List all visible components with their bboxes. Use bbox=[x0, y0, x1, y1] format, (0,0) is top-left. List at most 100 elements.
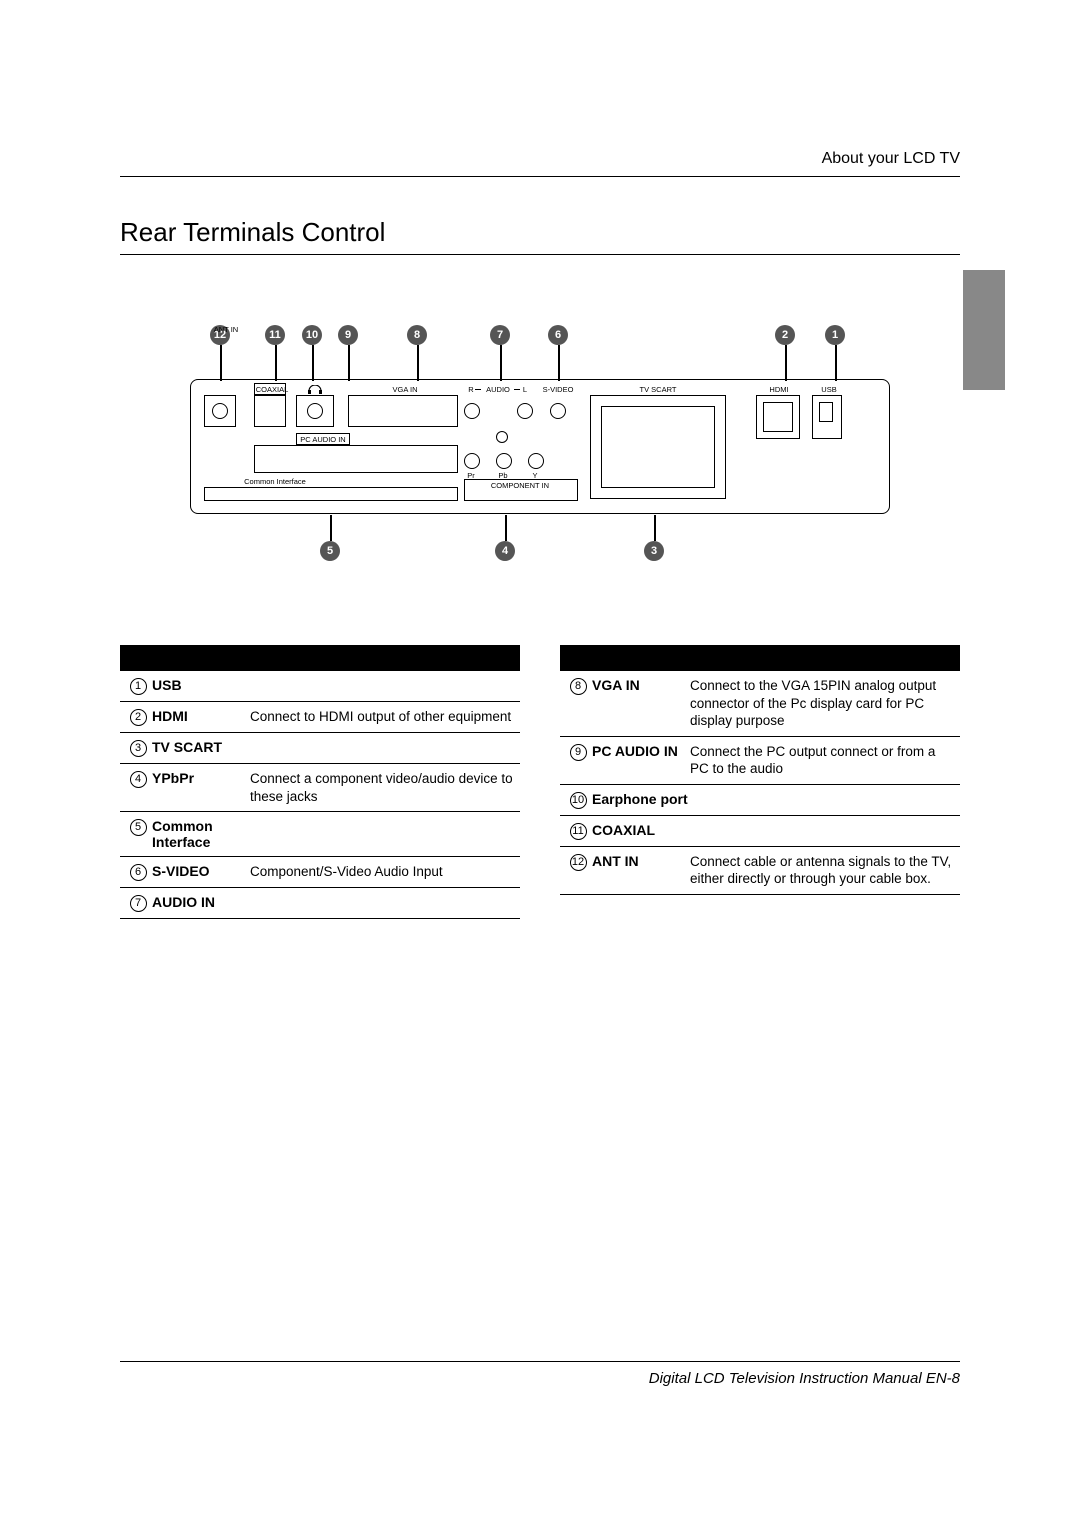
marker-10: 10 bbox=[302, 325, 322, 345]
leader-bottom-5 bbox=[330, 515, 332, 541]
row-name: PC AUDIO IN bbox=[592, 743, 690, 759]
label-ant-in: ANT IN bbox=[206, 325, 246, 334]
jack-audio-l bbox=[517, 403, 533, 419]
table-row: 2 HDMIConnect to HDMI output of other equ… bbox=[120, 702, 520, 733]
table-left-head bbox=[120, 645, 520, 671]
terminal-tables: 1 USB 2 HDMIConnect to HDMI output of other… bbox=[120, 645, 960, 919]
label-tv-scart: TV SCART bbox=[630, 385, 686, 394]
port-ant-in bbox=[204, 395, 236, 427]
table-right: 8 VGA INConnect to the VGA 15PIN analog o… bbox=[560, 645, 960, 919]
port-tv-scart bbox=[590, 395, 726, 499]
leader-top-10 bbox=[312, 345, 314, 381]
row-name: USB bbox=[152, 677, 250, 693]
row-number: 5 bbox=[130, 819, 147, 836]
table-row: 1 USB bbox=[120, 671, 520, 702]
label-component-in: COMPONENT IN bbox=[480, 481, 560, 490]
row-number: 11 bbox=[570, 823, 587, 840]
page-header: About your LCD TV bbox=[120, 150, 960, 177]
leader-top-2 bbox=[785, 345, 787, 381]
section-title: Rear Terminals Control bbox=[120, 217, 960, 255]
row-name: Earphone port bbox=[592, 791, 690, 807]
row-number: 9 bbox=[570, 744, 587, 761]
port-earphone bbox=[296, 395, 334, 427]
port-coaxial-frame bbox=[254, 383, 286, 395]
row-name: AUDIO IN bbox=[152, 894, 250, 910]
table-row: 4YPbPrConnect a component video/audio de… bbox=[120, 764, 520, 812]
row-name: ANT IN bbox=[592, 853, 690, 869]
marker-1: 1 bbox=[825, 325, 845, 345]
jack-pb bbox=[496, 453, 512, 469]
page-side-tab bbox=[963, 270, 1005, 390]
leader-top-7 bbox=[500, 345, 502, 381]
table-row: 6 S-VIDEOComponent/S-Video Audio Input bbox=[120, 857, 520, 888]
label-pc-audio-in: PC AUDIO IN bbox=[296, 435, 350, 444]
row-desc: Connect to the VGA 15PIN analog output c… bbox=[690, 677, 956, 730]
row-desc: Connect to HDMI output of other equipmen… bbox=[250, 708, 516, 726]
label-audio: AUDIO bbox=[480, 385, 516, 394]
jack-svideo bbox=[550, 403, 566, 419]
marker-4: 4 bbox=[495, 541, 515, 561]
table-row: 12 ANT INConnect cable or antenna signals… bbox=[560, 847, 960, 895]
leader-top-6 bbox=[558, 345, 560, 381]
marker-11: 11 bbox=[265, 325, 285, 345]
row-desc: Component/S-Video Audio Input bbox=[250, 863, 516, 881]
label-hdmi: HDMI bbox=[764, 385, 794, 394]
row-desc: Connect cable or antenna signals to the … bbox=[690, 853, 956, 888]
jack-y bbox=[528, 453, 544, 469]
table-row: 8 VGA INConnect to the VGA 15PIN analog o… bbox=[560, 671, 960, 737]
row-number: 7 bbox=[130, 895, 147, 912]
row-desc: Connect the PC output connect or from a … bbox=[690, 743, 956, 778]
row-number: 10 bbox=[570, 792, 587, 809]
page-footer: Digital LCD Television Instruction Manua… bbox=[120, 1361, 960, 1387]
row-name: VGA IN bbox=[592, 677, 690, 693]
leader-bottom-4 bbox=[505, 515, 507, 541]
row-number: 3 bbox=[130, 740, 147, 757]
leader-top-9 bbox=[348, 345, 350, 381]
table-row: 5 Common Interface bbox=[120, 812, 520, 857]
table-row: 3 TV SCART bbox=[120, 733, 520, 764]
leader-top-12 bbox=[220, 345, 222, 381]
label-usb: USB bbox=[814, 385, 844, 394]
row-desc: Connect a component video/audio device t… bbox=[250, 770, 516, 805]
marker-3: 3 bbox=[644, 541, 664, 561]
marker-8: 8 bbox=[407, 325, 427, 345]
row-number: 1 bbox=[130, 678, 147, 695]
label-l: L bbox=[520, 385, 530, 394]
jack-center bbox=[496, 431, 508, 443]
leader-top-11 bbox=[275, 345, 277, 381]
leader-top-8 bbox=[417, 345, 419, 381]
marker-6: 6 bbox=[548, 325, 568, 345]
table-row: 9 PC AUDIO INConnect the PC output connec… bbox=[560, 737, 960, 785]
row-name: HDMI bbox=[152, 708, 250, 724]
rear-terminals-diagram: 121110987621 543 ANT IN COAXIAL VGA IN R… bbox=[160, 325, 920, 585]
port-pc-audio-row bbox=[254, 445, 458, 473]
label-common-interface: Common Interface bbox=[230, 477, 320, 486]
leader-top-1 bbox=[835, 345, 837, 381]
row-number: 6 bbox=[130, 864, 147, 881]
marker-7: 7 bbox=[490, 325, 510, 345]
row-number: 8 bbox=[570, 678, 587, 695]
jack-audio-r bbox=[464, 403, 480, 419]
row-name: YPbPr bbox=[152, 770, 250, 786]
row-number: 12 bbox=[570, 854, 587, 871]
label-vga-in: VGA IN bbox=[385, 385, 425, 394]
table-row: 10 Earphone port bbox=[560, 785, 960, 816]
port-vga bbox=[348, 395, 458, 427]
marker-5: 5 bbox=[320, 541, 340, 561]
row-name: TV SCART bbox=[152, 739, 250, 755]
port-usb bbox=[812, 395, 842, 439]
marker-2: 2 bbox=[775, 325, 795, 345]
port-hdmi bbox=[756, 395, 800, 439]
table-right-head bbox=[560, 645, 960, 671]
table-row: 11 COAXIAL bbox=[560, 816, 960, 847]
table-row: 7 AUDIO IN bbox=[120, 888, 520, 919]
port-common-interface bbox=[204, 487, 458, 501]
table-left: 1 USB 2 HDMIConnect to HDMI output of other… bbox=[120, 645, 520, 919]
row-name: S-VIDEO bbox=[152, 863, 250, 879]
row-number: 2 bbox=[130, 709, 147, 726]
jack-pr bbox=[464, 453, 480, 469]
leader-bottom-3 bbox=[654, 515, 656, 541]
row-name: Common Interface bbox=[152, 818, 250, 850]
label-svideo: S-VIDEO bbox=[538, 385, 578, 394]
row-name: COAXIAL bbox=[592, 822, 690, 838]
